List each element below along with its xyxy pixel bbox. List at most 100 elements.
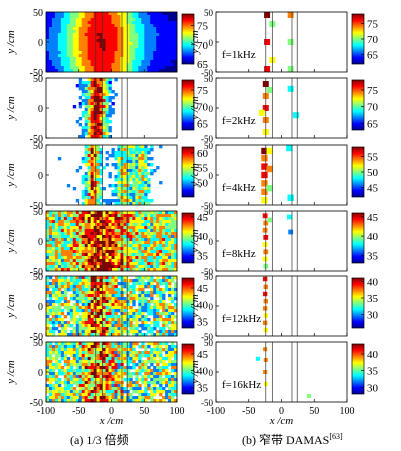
heatmap-cell <box>153 321 157 325</box>
heatmap-cell <box>165 238 169 242</box>
heatmap-cell <box>87 396 92 400</box>
heatmap-cell <box>171 235 175 239</box>
heatmap-cell <box>81 18 86 22</box>
heatmap-cell <box>153 220 157 224</box>
heatmap-cell <box>69 60 74 64</box>
heatmap-cell <box>48 291 53 295</box>
heatmap-cell <box>57 291 62 295</box>
heatmap-cell <box>69 390 74 394</box>
damas-source-point <box>261 163 268 170</box>
heatmap-cell <box>159 217 163 221</box>
heatmap-cell <box>132 172 136 176</box>
heatmap-cell <box>141 294 145 298</box>
heatmap-cell <box>168 399 172 403</box>
heatmap-cell <box>147 21 151 25</box>
heatmap-cell <box>96 315 100 319</box>
heatmap-cell <box>69 229 74 233</box>
heatmap-cell <box>129 69 133 73</box>
heatmap-cell <box>63 250 68 254</box>
heatmap-cell <box>138 181 142 185</box>
heatmap-cell <box>138 51 142 55</box>
heatmap-cell <box>141 393 145 397</box>
colorbar-tick-label: 40 <box>197 300 209 312</box>
heatmap-cell <box>135 330 139 334</box>
heatmap-cell <box>99 333 103 337</box>
heatmap-cell <box>46 247 50 251</box>
heatmap-cell <box>57 363 62 367</box>
heatmap-cell <box>147 366 151 370</box>
heatmap-cell <box>123 157 127 161</box>
heatmap-cell <box>141 265 145 269</box>
heatmap-cell <box>99 232 103 236</box>
heatmap-cell <box>132 351 136 355</box>
heatmap-cell <box>138 39 142 43</box>
heatmap-cell <box>132 399 136 403</box>
heatmap-cell <box>159 375 163 379</box>
heatmap-cell <box>90 381 94 385</box>
heatmap-cell <box>93 135 97 139</box>
heatmap-cell <box>81 102 86 106</box>
heatmap-cell <box>69 232 74 236</box>
heatmap-cell <box>111 229 115 233</box>
heatmap-cell <box>132 214 136 218</box>
heatmap-cell <box>81 342 86 346</box>
heatmap-cell <box>51 30 56 34</box>
heatmap-cell <box>81 318 86 322</box>
heatmap-cell <box>126 297 130 301</box>
heatmap-cell <box>78 372 83 376</box>
heatmap-cell <box>90 226 94 230</box>
heatmap-cell <box>114 18 118 22</box>
heatmap-cell <box>159 303 163 307</box>
y-axis-label: y /cm <box>189 229 201 254</box>
heatmap-cell <box>99 327 103 331</box>
heatmap-cell <box>87 96 92 100</box>
heatmap-cell <box>75 256 80 260</box>
heatmap-cell <box>93 381 97 385</box>
heatmap-cell <box>123 396 127 400</box>
heatmap-cell <box>174 381 178 385</box>
heatmap-cell <box>168 42 172 46</box>
y-tick-label: 50 <box>33 207 43 218</box>
heatmap-cell <box>174 63 178 67</box>
heatmap-cell <box>84 312 89 316</box>
heatmap-cell <box>84 354 89 358</box>
heatmap-cell <box>114 381 118 385</box>
heatmap-cell <box>159 312 163 316</box>
heatmap-cell <box>46 57 50 61</box>
heatmap-cell <box>126 303 130 307</box>
heatmap-cell <box>150 354 154 358</box>
heatmap-cell <box>87 369 92 373</box>
heatmap-cell <box>48 45 53 49</box>
heatmap-cell <box>96 126 100 130</box>
heatmap-cell <box>141 15 145 19</box>
heatmap-cell <box>114 291 118 295</box>
heatmap-cell <box>72 24 77 28</box>
heatmap-cell <box>153 312 157 316</box>
heatmap-cell <box>84 372 89 376</box>
heatmap-cell <box>147 256 151 260</box>
heatmap-cell <box>150 172 154 176</box>
heatmap-cell <box>174 238 178 242</box>
heatmap-cell <box>96 396 100 400</box>
heatmap-cell <box>90 288 94 292</box>
heatmap-cell <box>66 369 71 373</box>
heatmap-cell <box>108 84 112 88</box>
heatmap-cell <box>66 399 71 403</box>
heatmap-cell <box>123 256 127 260</box>
heatmap-cell <box>90 238 94 242</box>
heatmap-cell <box>57 276 62 280</box>
heatmap-cell <box>87 342 92 346</box>
heatmap-cell <box>72 18 77 22</box>
heatmap-cell <box>153 360 157 364</box>
heatmap-cell <box>48 48 53 52</box>
heatmap-cell <box>165 33 169 37</box>
heatmap-cell <box>90 148 94 152</box>
heatmap-cell <box>108 348 112 352</box>
heatmap-cell <box>138 333 142 337</box>
heatmap-cell <box>96 276 100 280</box>
heatmap-cell <box>93 12 97 16</box>
heatmap-cell <box>90 63 94 67</box>
heatmap-cell <box>150 306 154 310</box>
heatmap-cell <box>90 193 94 197</box>
heatmap-cell <box>75 312 80 316</box>
